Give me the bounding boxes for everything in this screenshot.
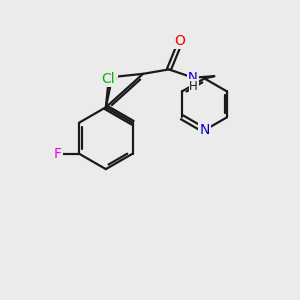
Text: O: O <box>174 34 185 48</box>
Text: S: S <box>108 70 116 84</box>
Text: N: N <box>199 123 210 137</box>
Text: F: F <box>54 147 62 161</box>
Text: N: N <box>188 71 198 84</box>
Text: Cl: Cl <box>101 72 115 86</box>
Text: H: H <box>189 80 198 93</box>
